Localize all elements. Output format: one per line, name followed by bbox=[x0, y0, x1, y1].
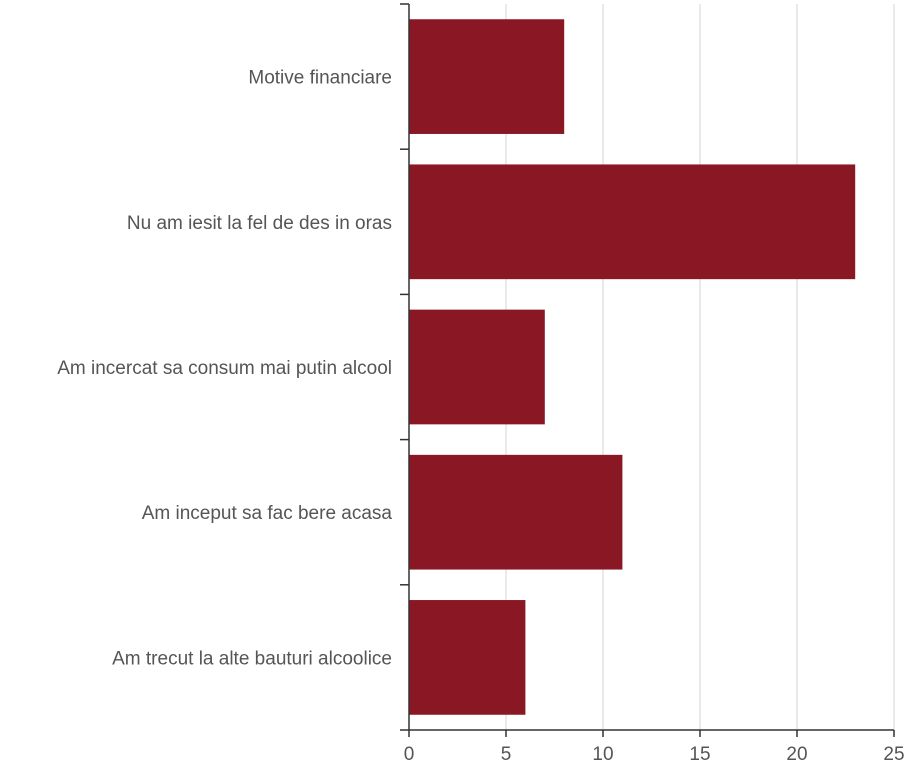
bar-0 bbox=[409, 19, 565, 134]
x-tick-label: 5 bbox=[501, 744, 512, 765]
x-tick-label: 0 bbox=[404, 744, 415, 765]
category-label: Am trecut la alte bauturi alcoolice bbox=[112, 648, 392, 669]
bar-3 bbox=[409, 454, 623, 570]
category-label: Nu am iesit la fel de des in oras bbox=[127, 213, 392, 234]
x-tick-label: 15 bbox=[689, 744, 710, 765]
x-tick-label: 10 bbox=[592, 744, 613, 765]
category-label: Motive financiare bbox=[248, 68, 392, 89]
bars bbox=[409, 19, 856, 715]
bar-2 bbox=[409, 309, 545, 425]
labels: 0 5 10 15 20 25 Motive financiare Nu am iesit l… bbox=[57, 68, 904, 765]
category-label: Am incercat sa consum mai putin alcool bbox=[57, 358, 392, 379]
x-tick-label: 20 bbox=[786, 744, 807, 765]
bar-1 bbox=[409, 164, 856, 280]
axes bbox=[400, 3, 895, 737]
bar-4 bbox=[409, 600, 526, 715]
category-label: Am inceput sa fac bere acasa bbox=[142, 503, 393, 524]
x-tick-label: 25 bbox=[883, 744, 904, 765]
